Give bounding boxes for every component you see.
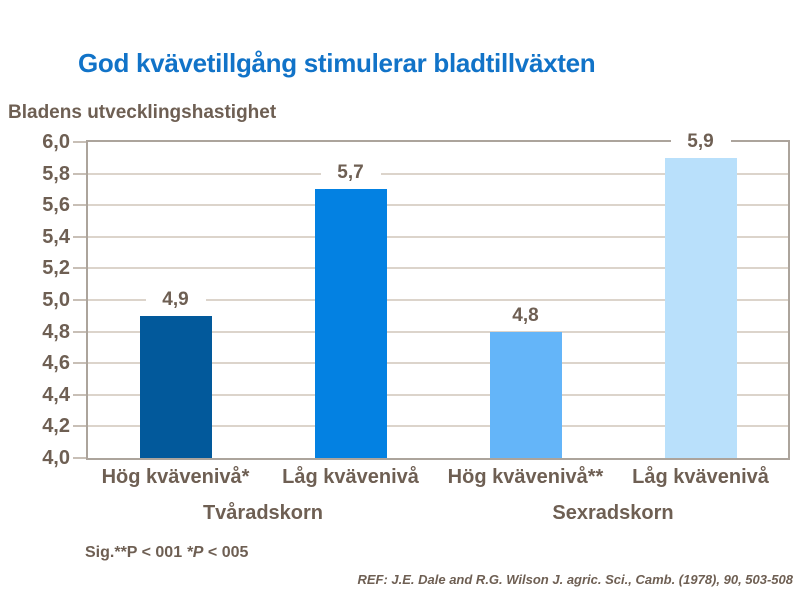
- gridline: [88, 267, 788, 270]
- y-tick-label: 5,6: [42, 194, 70, 217]
- group-labels: Tvåradskorn Sexradskorn: [88, 502, 788, 528]
- y-tick-label: 5,8: [42, 162, 70, 185]
- y-tick-mark: [73, 299, 86, 301]
- y-tick-label: 4,2: [42, 415, 70, 438]
- significance-note-suffix: < 005: [203, 544, 249, 561]
- y-tick-mark: [73, 267, 86, 270]
- group-label: Tvåradskorn: [202, 502, 324, 524]
- gridline: [88, 172, 788, 175]
- bar: [664, 158, 737, 458]
- gridline: [88, 299, 788, 301]
- y-tick-mark: [73, 172, 86, 175]
- plot-area: 4,9 5,7 4,8 5,9: [86, 132, 790, 460]
- y-axis-tick-labels: 4,0 4,2 4,4 4,6 4,8 5,0 5,2 5,4 5,6 5,8 6,0: [0, 131, 70, 469]
- significance-note: Sig.**P < 001 *P < 005: [85, 544, 248, 562]
- y-tick-mark: [73, 425, 86, 428]
- bar-value-label: 5,7: [320, 163, 381, 183]
- y-tick-mark: [73, 362, 86, 365]
- y-tick-label: 4,4: [42, 383, 70, 406]
- y-tick-label: 4,6: [42, 352, 70, 375]
- x-axis-label: Låg kvävenivå: [632, 466, 769, 488]
- gridline: [88, 235, 788, 238]
- significance-note-prefix: Sig.**P < 001: [85, 544, 187, 561]
- y-tick-mark: [73, 393, 86, 396]
- gridline: [88, 425, 788, 428]
- y-tick-label: 4,0: [42, 447, 70, 469]
- y-tick-mark: [73, 457, 86, 459]
- x-axis-label: Hög kvävenivå**: [447, 466, 604, 488]
- y-tick-mark: [73, 141, 86, 143]
- x-axis-labels: Hög kvävenivå* Låg kvävenivå Hög kvävenivå…: [88, 466, 788, 492]
- bar: [139, 316, 212, 458]
- y-axis-tick-marks: [73, 141, 86, 459]
- bar-value-label: 5,9: [670, 132, 731, 152]
- significance-note-italic: *P: [186, 544, 204, 561]
- x-axis-label: Hög kvävenivå*: [101, 466, 250, 488]
- chart-title: God kvävetillgång stimulerar bladtillväx…: [78, 48, 596, 78]
- gridline: [88, 393, 788, 396]
- bar-value-label: 4,8: [495, 306, 556, 326]
- y-tick-mark: [73, 330, 86, 333]
- x-axis-label: Låg kvävenivå: [282, 466, 419, 488]
- bar-value-label: 4,9: [145, 290, 206, 310]
- reference-citation: REF: J.E. Dale and R.G. Wilson J. agric.…: [357, 572, 793, 587]
- y-tick-label: 5,4: [42, 225, 70, 248]
- gridline: [88, 204, 788, 207]
- y-tick-mark: [73, 204, 86, 207]
- bar: [489, 332, 562, 458]
- y-tick-mark: [73, 235, 86, 238]
- y-axis-title: Bladens utvecklingshastighet: [8, 102, 277, 123]
- bar: [314, 189, 387, 458]
- y-tick-label: 5,0: [42, 289, 70, 311]
- gridline: [88, 330, 788, 333]
- y-tick-label: 5,2: [42, 257, 70, 280]
- y-tick-label: 6,0: [42, 131, 70, 153]
- gridline: [88, 362, 788, 365]
- group-label: Sexradskorn: [552, 502, 674, 524]
- y-tick-label: 4,8: [42, 320, 70, 343]
